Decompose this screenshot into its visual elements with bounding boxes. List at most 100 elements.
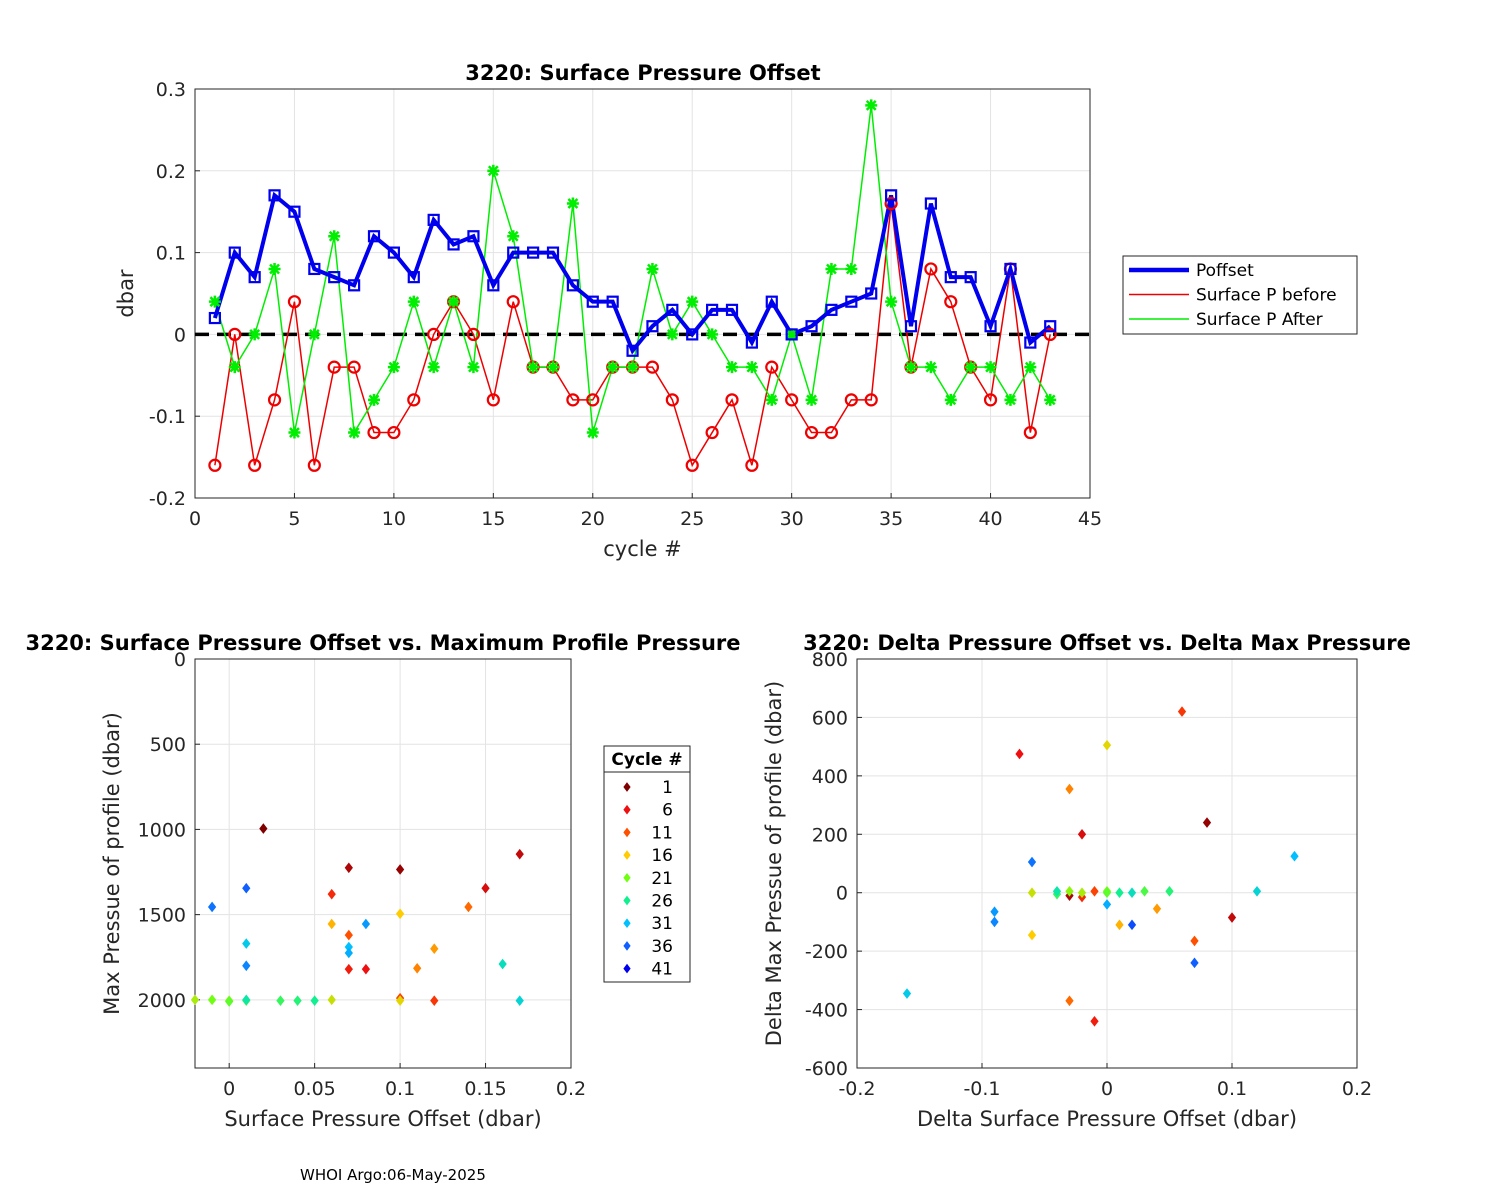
data-point [498, 958, 507, 970]
data-point [467, 230, 480, 243]
data-point [1065, 783, 1074, 795]
chart-2: 0 0.05 0.1 0.15 0.2 0 500 1000 1500 2000 Surface P… [25, 631, 740, 1131]
data-point [288, 205, 301, 218]
data-point [527, 361, 540, 374]
data-point [1165, 885, 1174, 897]
data-point [845, 262, 858, 275]
data-point [308, 328, 321, 341]
footer-stamp: WHOI Argo:06-May-2025 [300, 1166, 486, 1184]
data-point [1202, 817, 1212, 828]
data-point [1015, 748, 1024, 760]
data-point [566, 279, 579, 292]
legend-entry: 11 [651, 823, 673, 843]
data-point [361, 963, 371, 975]
data-point [1290, 850, 1299, 862]
data-point [924, 197, 937, 210]
legend-entry: 41 [651, 960, 673, 980]
data-point [646, 262, 659, 275]
legend-swatch [623, 850, 631, 860]
data-point [395, 908, 405, 920]
legend-entry: 16 [651, 846, 673, 866]
data-point [1065, 885, 1074, 897]
data-point [387, 361, 400, 374]
x-tick-label: 0.2 [556, 1078, 586, 1100]
legend-swatch [623, 827, 631, 838]
data-point [566, 197, 579, 210]
data-point [1177, 706, 1187, 717]
data-point [990, 906, 999, 918]
data-point [824, 425, 839, 440]
data-point [293, 995, 302, 1007]
data-point [430, 995, 439, 1007]
y-tick-label: 800 [812, 649, 848, 671]
y-tick-label: 1500 [138, 905, 186, 927]
data-point [964, 361, 977, 374]
x-tick-label: 25 [680, 508, 704, 530]
data-point [845, 295, 858, 308]
y-axis-label: dbar [114, 269, 138, 318]
data-point [805, 320, 818, 333]
data-point [308, 262, 321, 276]
legend-entry: Poffset [1196, 261, 1254, 281]
data-point [344, 947, 353, 959]
y-tick-label: -0.1 [149, 406, 186, 428]
data-point [487, 279, 500, 292]
data-point [1115, 887, 1124, 899]
data-point [276, 995, 285, 1007]
y-tick-label: 500 [150, 734, 186, 756]
legend-swatch [623, 804, 631, 815]
legend-swatch [623, 895, 631, 906]
data-point [626, 361, 639, 374]
data-point [1102, 739, 1112, 751]
data-point [208, 311, 221, 325]
legend-swatch [623, 918, 631, 929]
data-point [1102, 887, 1112, 899]
data-point [407, 295, 420, 308]
data-point [427, 361, 440, 374]
data-point [726, 361, 738, 374]
data-point [706, 303, 719, 316]
data-point [745, 336, 758, 349]
data-point [466, 327, 481, 341]
data-point [207, 901, 217, 913]
legend-entry: 31 [651, 914, 673, 934]
legend-title: Cycle # [611, 750, 682, 770]
y-tick-label: 2000 [138, 990, 186, 1012]
data-point [1027, 887, 1037, 899]
data-point [427, 327, 441, 341]
data-point [665, 393, 679, 407]
legend-swatch [623, 963, 631, 974]
data-point [427, 213, 440, 226]
legend: Poffset Surface P before Surface P After [1122, 255, 1358, 335]
data-point [344, 862, 353, 874]
data-point [387, 246, 400, 259]
legend-swatch [623, 941, 631, 951]
legend-swatch [623, 782, 631, 792]
data-point [1190, 935, 1199, 947]
data-point [464, 901, 473, 913]
data-point [686, 295, 699, 308]
data-point [1102, 899, 1112, 910]
y-tick-label: -600 [805, 1058, 848, 1080]
chart-title: 3220: Delta Pressure Offset vs. Delta Ma… [803, 631, 1411, 655]
x-tick-label: 10 [382, 508, 406, 530]
data-point [546, 246, 560, 259]
x-tick-label: 0.1 [385, 1078, 415, 1100]
data-point [207, 994, 217, 1006]
data-point [327, 918, 336, 930]
x-tick-label: 20 [581, 508, 605, 530]
data-point [327, 888, 336, 900]
data-point [905, 361, 917, 374]
data-point [885, 295, 898, 308]
data-point [586, 295, 599, 308]
data-point [606, 295, 619, 308]
data-point [865, 287, 878, 300]
data-point [685, 458, 699, 472]
x-tick-label: 5 [288, 508, 300, 530]
data-point [745, 458, 759, 472]
data-point [328, 271, 341, 284]
data-point [785, 328, 798, 341]
data-point [626, 344, 639, 357]
data-point [984, 320, 997, 333]
x-tick-label: 35 [879, 508, 903, 530]
